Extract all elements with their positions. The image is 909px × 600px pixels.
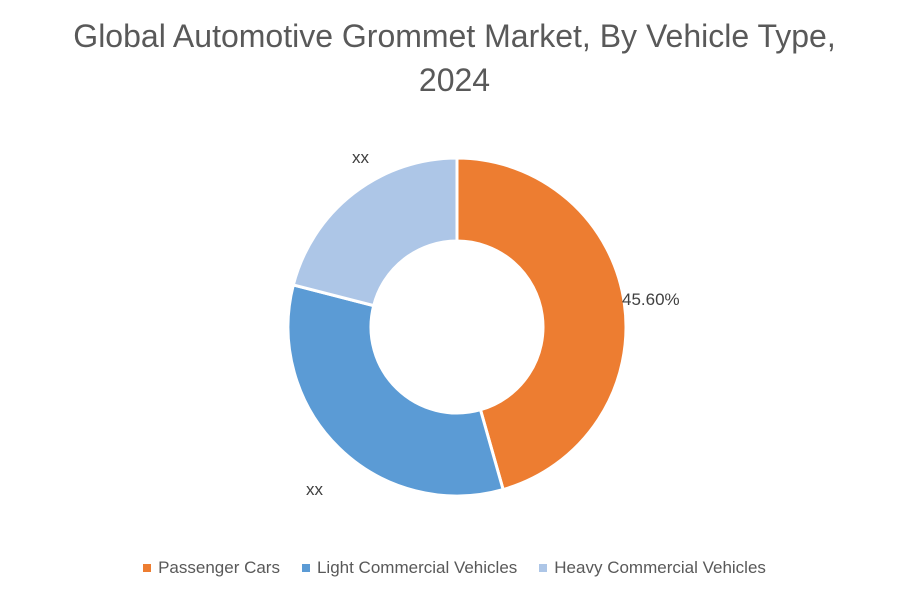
donut-slice-light-commercial-vehicles bbox=[286, 283, 505, 498]
chart-legend: Passenger Cars Light Commercial Vehicles… bbox=[0, 558, 909, 578]
legend-label-heavy-commercial-vehicles: Heavy Commercial Vehicles bbox=[554, 558, 766, 577]
legend-item-heavy-commercial-vehicles: Heavy Commercial Vehicles bbox=[539, 558, 766, 578]
legend-item-passenger-cars: Passenger Cars bbox=[143, 558, 280, 578]
data-label-heavy-commercial-vehicles: xx bbox=[352, 148, 370, 167]
legend-item-light-commercial-vehicles: Light Commercial Vehicles bbox=[301, 558, 518, 578]
data-label-light-commercial-vehicles: xx bbox=[306, 480, 324, 499]
donut-slice-heavy-commercial-vehicles bbox=[291, 156, 459, 308]
legend-label-passenger-cars: Passenger Cars bbox=[158, 558, 280, 577]
legend-swatch-light-commercial-vehicles bbox=[301, 564, 310, 572]
legend-label-light-commercial-vehicles: Light Commercial Vehicles bbox=[316, 558, 518, 577]
data-label-passenger-cars: 45.60% bbox=[622, 290, 680, 309]
legend-swatch-heavy-commercial-vehicles bbox=[539, 564, 548, 572]
donut-slice-passenger-cars bbox=[455, 156, 628, 492]
chart-title: Global Automotive Grommet Market, By Veh… bbox=[73, 18, 836, 98]
legend-swatch-passenger-cars bbox=[143, 564, 152, 572]
